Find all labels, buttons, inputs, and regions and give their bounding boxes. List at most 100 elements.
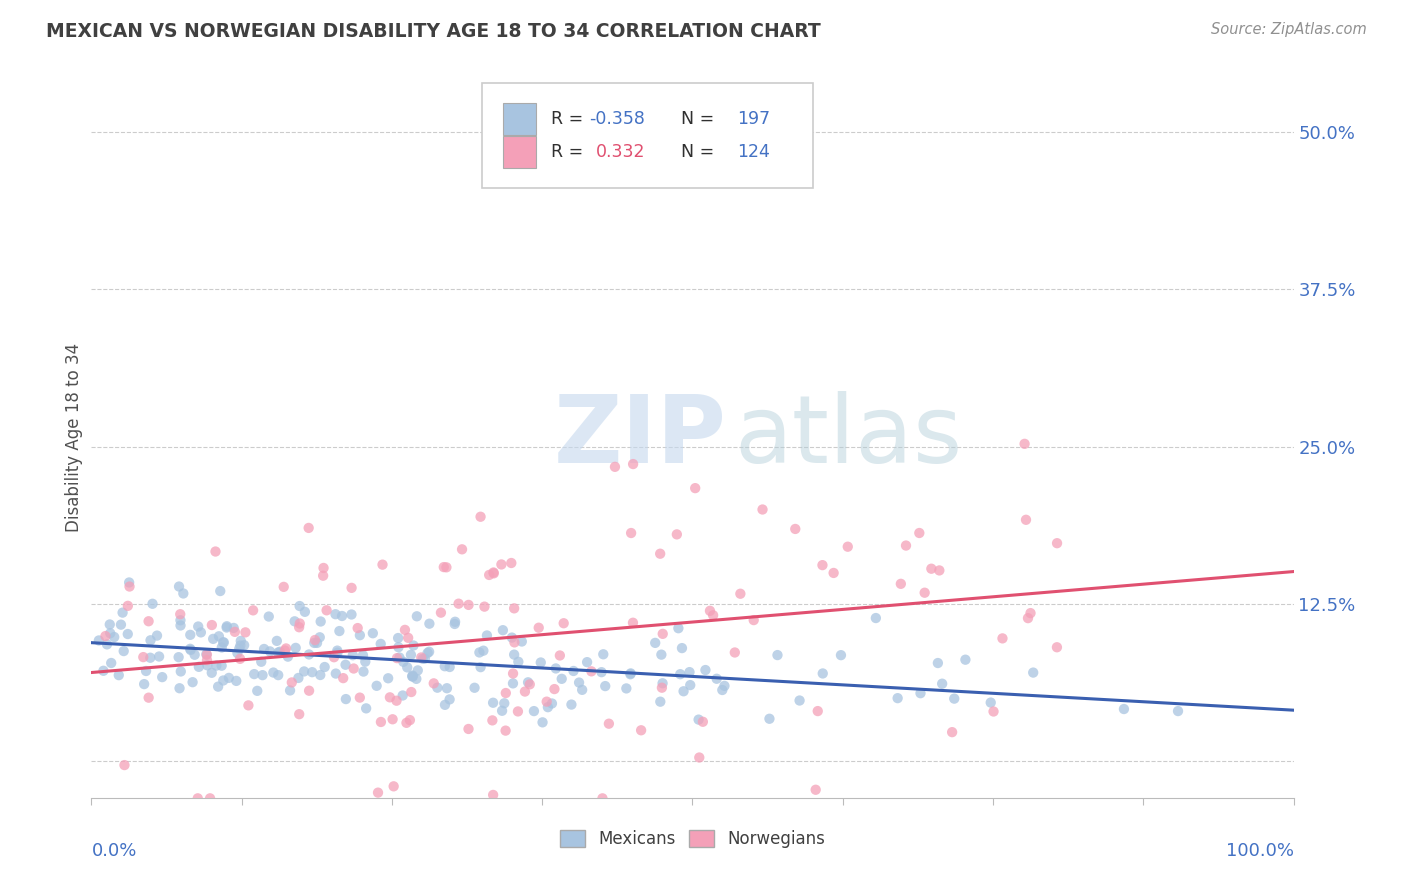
Point <box>492 623 515 637</box>
Point <box>544 661 567 675</box>
Point <box>527 621 550 635</box>
Point <box>259 644 281 658</box>
Point <box>117 627 139 641</box>
Point <box>472 643 495 657</box>
Legend: Mexicans, Norwegians: Mexicans, Norwegians <box>553 823 832 855</box>
Point <box>198 791 221 805</box>
Point <box>433 698 456 712</box>
Point <box>332 671 354 685</box>
Point <box>412 652 434 666</box>
Point <box>711 683 734 698</box>
Point <box>405 672 427 686</box>
Point <box>195 648 218 662</box>
Point <box>894 539 917 553</box>
Point <box>274 643 297 657</box>
Point <box>323 650 346 665</box>
Point <box>267 668 290 682</box>
Point <box>1046 640 1069 655</box>
Point <box>167 580 190 594</box>
Point <box>396 660 419 674</box>
Point <box>980 696 1002 710</box>
Point <box>501 631 523 645</box>
Point <box>406 664 429 678</box>
Point <box>766 648 789 662</box>
Point <box>621 615 644 630</box>
Point <box>785 522 807 536</box>
Point <box>330 609 353 624</box>
Point <box>96 637 118 651</box>
Point <box>343 661 366 675</box>
Point <box>284 640 307 655</box>
Point <box>931 676 953 690</box>
Point <box>304 633 326 648</box>
Point <box>183 648 205 662</box>
Point <box>388 650 411 665</box>
Point <box>385 651 408 665</box>
Point <box>679 678 702 692</box>
Point <box>187 660 209 674</box>
Point <box>1014 437 1036 451</box>
Point <box>422 676 444 690</box>
Text: atlas: atlas <box>734 391 963 483</box>
Point <box>598 716 620 731</box>
Point <box>581 665 603 679</box>
Point <box>506 705 529 719</box>
Point <box>250 655 273 669</box>
Point <box>288 620 311 634</box>
Point <box>273 580 295 594</box>
Point <box>222 621 245 635</box>
Point <box>340 607 363 622</box>
Point <box>920 562 942 576</box>
Point <box>724 645 747 659</box>
Point <box>114 758 136 772</box>
Point <box>474 599 496 614</box>
Point <box>314 660 336 674</box>
FancyBboxPatch shape <box>482 83 813 188</box>
Point <box>308 630 330 644</box>
Point <box>195 647 218 661</box>
Point <box>651 676 673 690</box>
Text: 0.332: 0.332 <box>596 143 645 161</box>
Point <box>242 603 264 617</box>
Point <box>702 608 724 623</box>
Point <box>148 649 170 664</box>
Point <box>396 631 419 645</box>
Point <box>742 613 765 627</box>
Point <box>202 632 225 646</box>
Point <box>914 585 936 599</box>
Point <box>118 580 141 594</box>
Point <box>211 658 233 673</box>
Point <box>699 604 721 618</box>
Point <box>665 527 688 541</box>
Point <box>416 646 439 660</box>
Point <box>621 457 644 471</box>
Point <box>551 672 574 686</box>
Point <box>187 791 209 805</box>
Point <box>620 666 643 681</box>
Point <box>495 686 517 700</box>
Point <box>187 619 209 633</box>
Point <box>1167 704 1189 718</box>
Point <box>169 618 191 632</box>
Point <box>87 633 110 648</box>
Point <box>620 526 643 541</box>
Point <box>644 636 666 650</box>
Point <box>943 691 966 706</box>
Point <box>391 689 413 703</box>
Point <box>983 705 1005 719</box>
Point <box>294 605 316 619</box>
Point <box>349 628 371 642</box>
Point <box>117 599 139 613</box>
Point <box>211 640 233 655</box>
Point <box>226 646 249 660</box>
Point <box>751 502 773 516</box>
Point <box>439 660 461 674</box>
Point <box>392 655 415 669</box>
Point <box>111 606 134 620</box>
Point <box>603 459 626 474</box>
Point <box>678 665 700 679</box>
Point <box>592 647 614 661</box>
Point <box>562 664 585 678</box>
Point <box>401 669 423 683</box>
Point <box>366 679 388 693</box>
